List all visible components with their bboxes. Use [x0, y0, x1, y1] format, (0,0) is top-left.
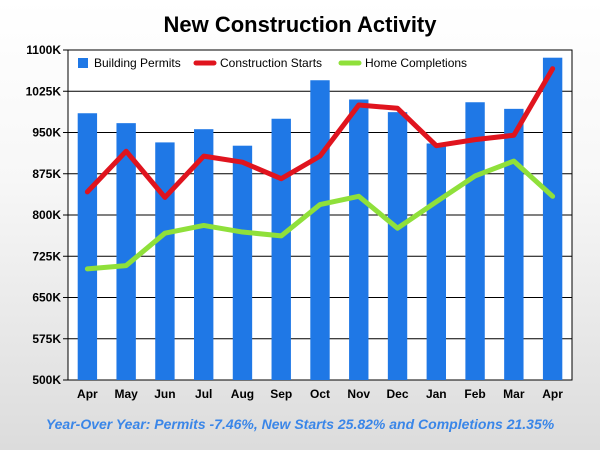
bar-building-permits	[155, 142, 175, 380]
bar-building-permits	[116, 123, 136, 381]
bar-series	[77, 57, 563, 381]
bar-building-permits	[465, 102, 485, 380]
legend-swatch	[78, 58, 88, 68]
x-tick-label: Jun	[154, 387, 175, 401]
x-tick-label: Apr	[77, 387, 98, 401]
legend-label: Home Completions	[365, 56, 467, 70]
y-tick-label: 875K	[32, 167, 61, 181]
line-series	[84, 66, 556, 272]
x-tick-label: Mar	[503, 387, 525, 401]
bar-building-permits	[310, 80, 330, 380]
y-axis-ticks: 500K 575K 650K 725K 800K 875K 950K 1025K 1100K	[26, 43, 68, 387]
x-tick-label: Aug	[231, 387, 254, 401]
y-tick-label: 500K	[32, 373, 61, 387]
bar-building-permits	[194, 129, 214, 380]
x-tick-label: Jan	[426, 387, 447, 401]
bar-building-permits	[504, 108, 524, 380]
legend: Building Permits Construction Starts Home …	[78, 56, 467, 70]
y-tick-label: 950K	[32, 126, 61, 140]
x-tick-label: Nov	[347, 387, 370, 401]
y-tick-label: 1100K	[26, 43, 61, 57]
legend-label: Building Permits	[94, 56, 181, 70]
x-tick-label: Oct	[310, 387, 330, 401]
chart-title: New Construction Activity	[163, 12, 437, 37]
bar-building-permits	[349, 99, 369, 380]
line-construction-starts	[84, 66, 556, 200]
x-tick-label: Apr	[542, 387, 563, 401]
x-tick-label: Jul	[195, 387, 212, 401]
bar-building-permits	[387, 112, 408, 381]
bar-building-permits	[271, 118, 291, 380]
chart-subtitle: Year-Over Year: Permits -7.46%, New Star…	[45, 416, 555, 432]
y-tick-label: 800K	[32, 208, 61, 222]
x-tick-label: Dec	[387, 387, 409, 401]
y-tick-label: 1025K	[26, 84, 62, 98]
x-tick-label: Sep	[270, 387, 292, 401]
bar-building-permits	[426, 143, 446, 380]
y-tick-label: 575K	[32, 332, 61, 346]
legend-label: Construction Starts	[220, 56, 322, 70]
x-tick-label: May	[114, 387, 138, 401]
bar-building-permits	[542, 57, 563, 380]
bar-building-permits	[77, 113, 98, 380]
x-axis-ticks: Apr May Jun Jul Aug Sep Oct Nov Dec Jan Feb Mar Apr	[77, 387, 563, 401]
bar-building-permits	[232, 145, 253, 380]
y-tick-label: 725K	[32, 249, 61, 263]
y-tick-label: 650K	[32, 291, 61, 305]
x-tick-label: Feb	[464, 387, 485, 401]
line-home-completions	[84, 158, 556, 272]
